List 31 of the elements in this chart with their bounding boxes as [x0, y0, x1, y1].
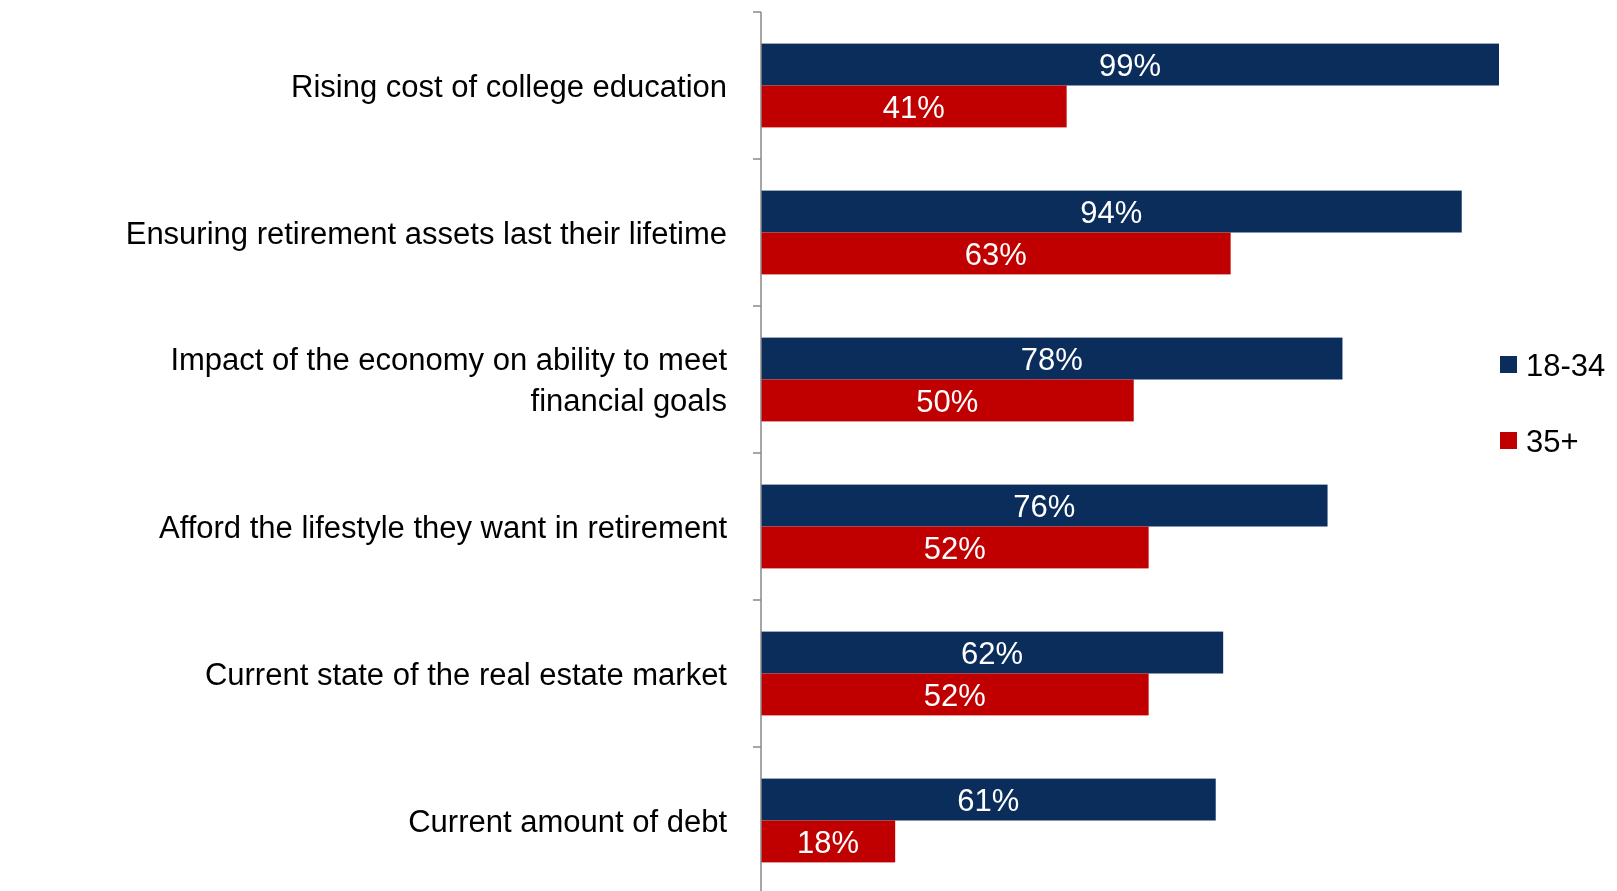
y-tick-label: Current amount of debt	[408, 803, 728, 839]
y-tick-label: Rising cost of college education	[291, 68, 727, 104]
bar	[761, 43, 1499, 86]
bar	[761, 232, 1231, 275]
data-label: 78%	[1020, 341, 1083, 377]
data-label: 18%	[797, 824, 860, 860]
bar	[761, 778, 1216, 821]
bar	[761, 85, 1067, 128]
bar	[761, 379, 1134, 422]
y-tick-label: Ensuring retirement assets last their lifetime	[125, 215, 727, 251]
legend-label: 35+	[1526, 424, 1579, 460]
data-label: 94%	[1080, 194, 1143, 230]
bar	[761, 631, 1224, 674]
bar	[761, 190, 1462, 233]
data-label: 50%	[916, 383, 979, 419]
data-label: 41%	[882, 89, 945, 125]
data-label: 61%	[957, 782, 1020, 818]
data-label: 52%	[923, 677, 986, 713]
y-tick-label: Afford the lifestyle they want in retirement	[158, 509, 728, 545]
bar	[761, 526, 1149, 569]
y-tick-label: Current state of the real estate market	[204, 656, 728, 692]
bar	[761, 484, 1328, 527]
y-tick-label: Impact of the economy on ability to meet financial goals	[170, 342, 728, 419]
data-label: 76%	[1013, 488, 1076, 524]
bar	[761, 337, 1343, 380]
data-label: 63%	[964, 236, 1027, 272]
data-label: 99%	[1098, 47, 1162, 83]
bar	[761, 673, 1149, 716]
legend-label: 18-34	[1526, 348, 1606, 384]
data-label: 52%	[923, 530, 986, 566]
data-label: 62%	[961, 635, 1024, 671]
